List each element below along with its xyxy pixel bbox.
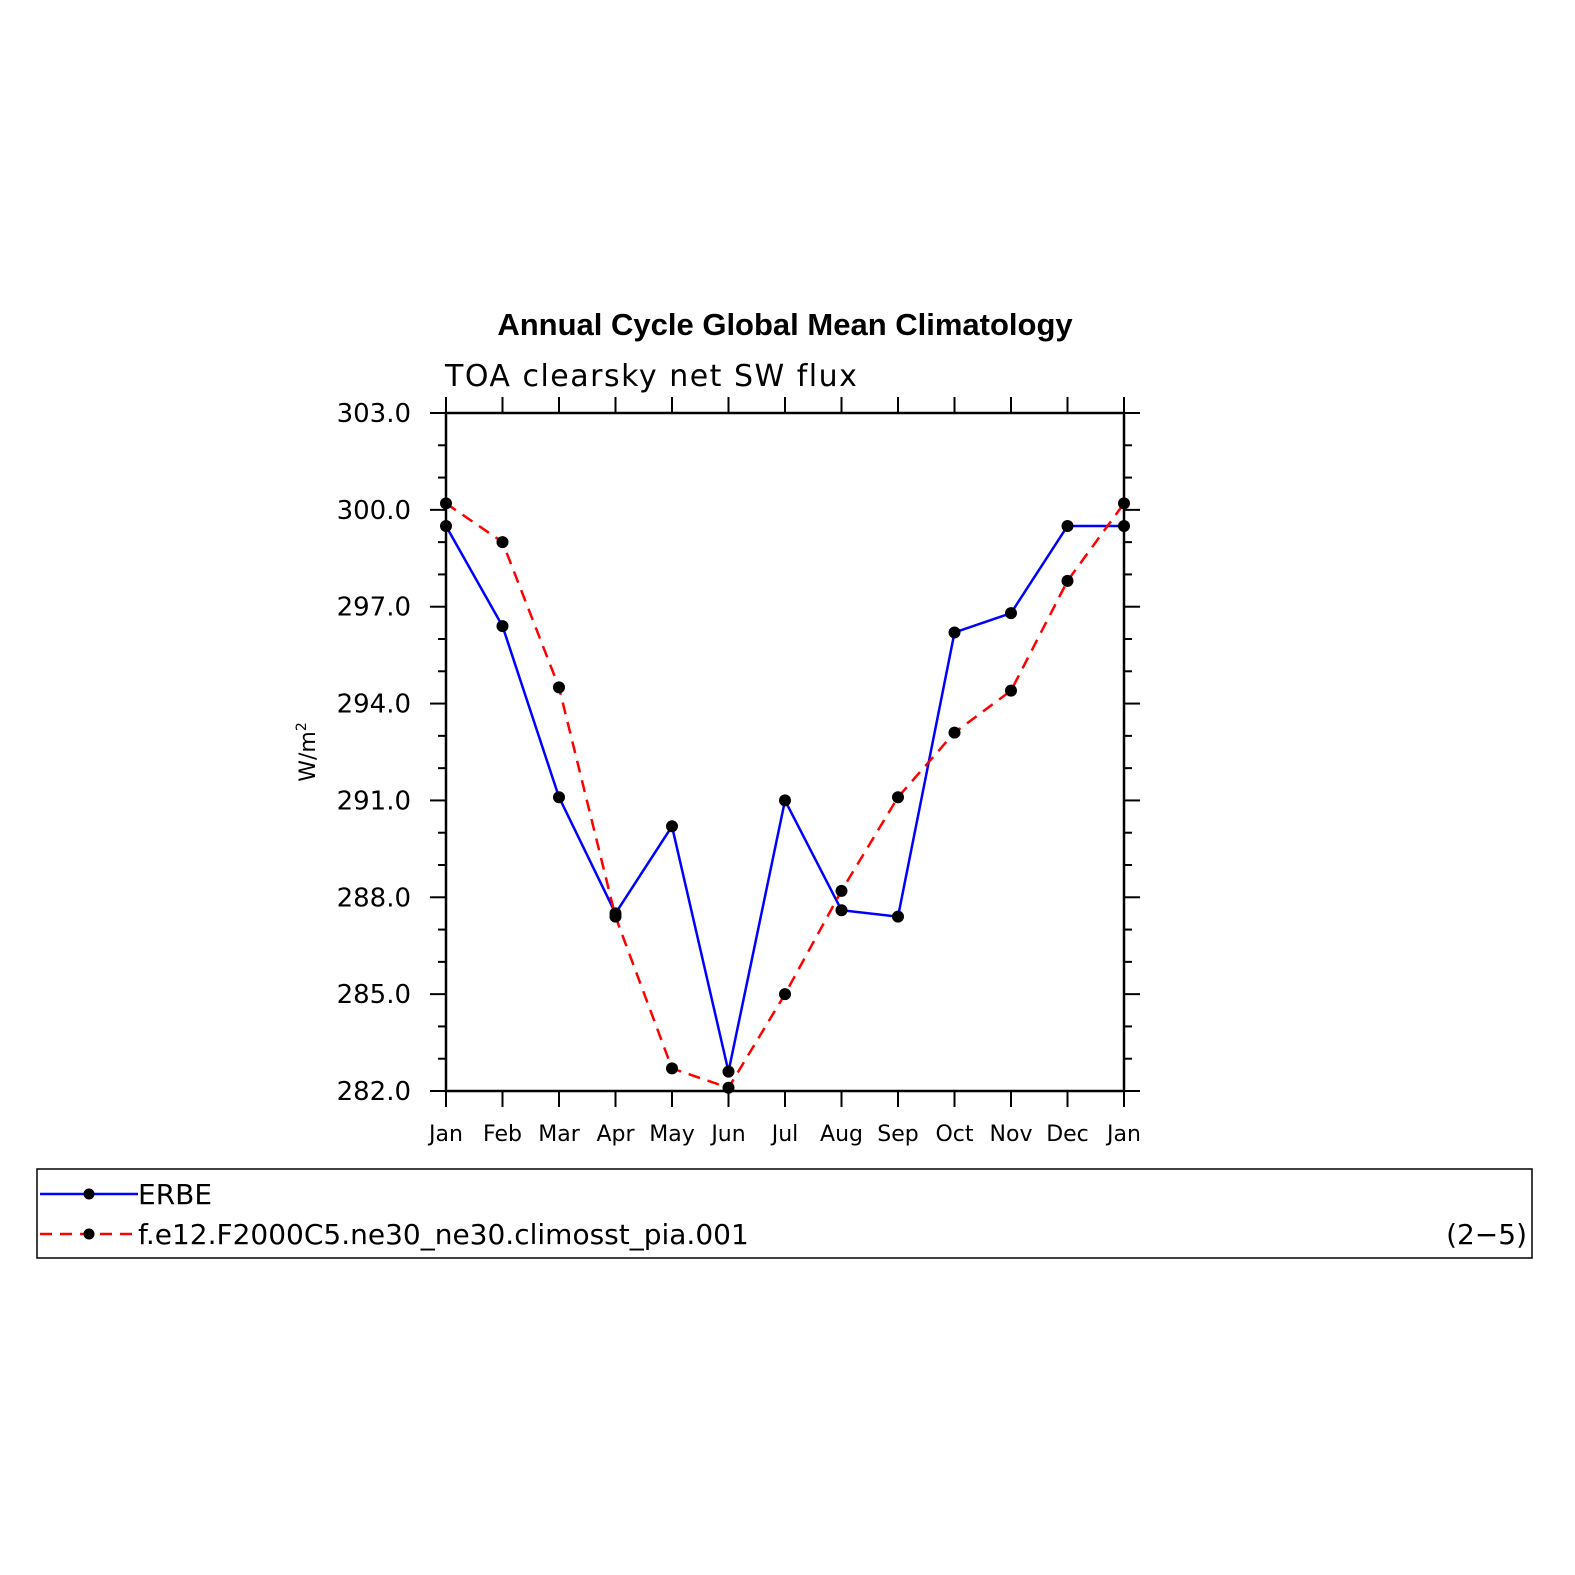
x-tick-label: May [649, 1122, 694, 1147]
x-tick-label: Nov [990, 1122, 1033, 1147]
series-0-point [666, 820, 678, 833]
series-1-point [1005, 684, 1017, 697]
y-tick-label: 288.0 [337, 883, 411, 913]
legend-item-erbe: ERBE [40, 1178, 212, 1211]
panel-label: (2−5) [1446, 1218, 1527, 1251]
y-axis-label-superscript: 2 [294, 722, 310, 731]
x-tick-label: Mar [538, 1122, 580, 1147]
x-tick-label: Dec [1046, 1122, 1089, 1147]
series-0-point [496, 620, 509, 633]
x-tick-label: Jul [770, 1122, 799, 1147]
series-0-point [1005, 607, 1017, 620]
chart-subtitle: TOA clearsky net SW flux [444, 359, 858, 394]
series-0-point [1061, 520, 1074, 532]
y-tick-label: 300.0 [337, 496, 411, 526]
x-tick-label: Sep [877, 1122, 918, 1147]
legend-marker-erbe [83, 1188, 95, 1200]
svg-text:W/m2: W/m2 [294, 722, 321, 782]
series-0-point [440, 520, 452, 532]
x-axis-ticks: Jan Feb Mar Apr May Jun Jul Aug Sep Oct Nov Dec Jan [427, 397, 1141, 1147]
series-0-point [835, 904, 848, 917]
y-tick-label: 303.0 [337, 399, 411, 429]
series-1-point [609, 910, 622, 923]
series-1-point [1061, 574, 1074, 587]
x-tick-label: Apr [596, 1122, 635, 1147]
y-tick-label: 285.0 [337, 980, 411, 1010]
series-1-point [892, 791, 904, 804]
x-tick-label: Oct [935, 1122, 973, 1147]
legend-item-model: f.e12.F2000C5.ne30_ne30.climosst_pia.001 [40, 1218, 749, 1251]
legend-box [36, 1168, 1533, 1259]
series-1-point [440, 497, 452, 510]
series-0-point [1118, 520, 1130, 532]
series-1-point [722, 1081, 735, 1094]
x-tick-label: Jan [427, 1122, 463, 1147]
x-tick-label: Jan [1105, 1122, 1141, 1147]
series-1-point [948, 726, 961, 739]
y-axis-label-text: W/m [296, 731, 321, 782]
y-axis-label: W/m2 [294, 722, 321, 782]
y-tick-label: 291.0 [337, 786, 411, 816]
y-tick-label: 297.0 [337, 593, 411, 623]
series-1-point [835, 884, 848, 897]
series-1-point [496, 536, 509, 549]
series-1-point [1118, 497, 1130, 510]
x-tick-label: Feb [483, 1122, 522, 1147]
series-0-point [779, 794, 791, 807]
legend-label-model: f.e12.F2000C5.ne30_ne30.climosst_pia.001 [138, 1218, 749, 1251]
x-tick-label: Jun [709, 1122, 745, 1147]
series-0-point [553, 791, 565, 804]
series-1-point [779, 988, 791, 1001]
x-tick-label: Aug [820, 1122, 863, 1147]
series-1-point [666, 1062, 678, 1075]
series-0-point [948, 626, 961, 639]
series-layer [440, 497, 1130, 1094]
legend-label-erbe: ERBE [138, 1178, 212, 1211]
y-tick-label: 282.0 [337, 1077, 411, 1107]
legend: ERBE f.e12.F2000C5.ne30_ne30.climosst_pi… [36, 1168, 1533, 1259]
y-axis-ticks: 282.0 285.0 288.0 291.0 294.0 297.0 300.0 303.0 [337, 399, 1140, 1107]
series-0-point [892, 910, 904, 923]
series-1-point [553, 681, 565, 694]
legend-marker-model [83, 1228, 95, 1240]
y-tick-label: 294.0 [337, 690, 411, 720]
series-0-point [722, 1065, 735, 1078]
chart-title: Annual Cycle Global Mean Climatology [497, 307, 1073, 342]
